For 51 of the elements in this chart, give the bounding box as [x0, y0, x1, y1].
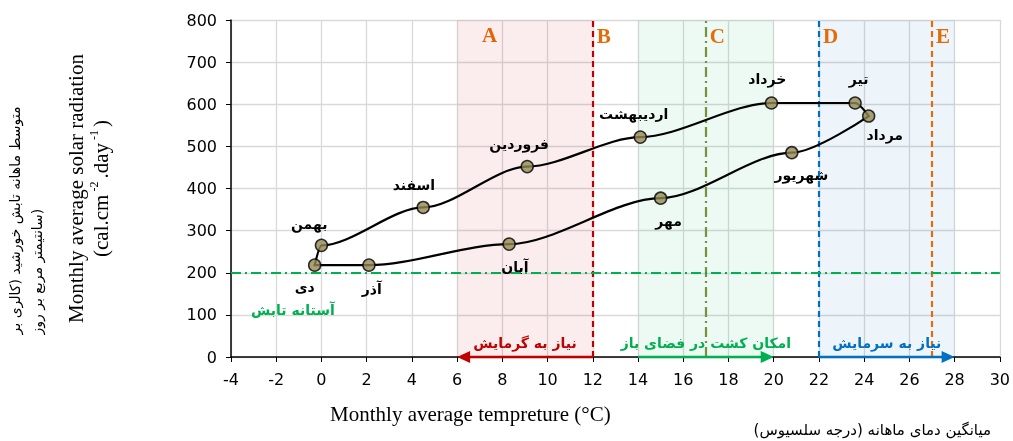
x-axis-title: Monthly average tempreture (°C)	[330, 401, 611, 426]
x-tick-label: 12	[582, 369, 603, 389]
annotation: مرداد	[866, 126, 903, 144]
x-tick-label: 30	[989, 369, 1010, 389]
x-tick-label: 10	[537, 369, 558, 389]
x-tick-label: 8	[497, 369, 508, 389]
annotation: شهریور	[773, 167, 829, 185]
annotation: اسفند	[392, 177, 436, 194]
ref-line-label: E	[935, 23, 950, 48]
band-label: نیاز به سرمایش	[832, 335, 942, 352]
annotation: خرداد	[748, 71, 787, 89]
y-tick-label: 400	[186, 179, 217, 198]
x-tick-label: -2	[268, 369, 285, 389]
y-tick-label: 500	[186, 136, 217, 156]
annotation: بهمن	[291, 216, 328, 234]
x-tick-label: 2	[361, 369, 372, 389]
band-label: امکان کشت در فضای باز	[619, 335, 792, 351]
y-tick-label: 100	[186, 305, 217, 325]
x-tick-label: 16	[673, 369, 694, 389]
annotation: تیر	[847, 71, 869, 89]
x-tick-label: 14	[627, 369, 649, 389]
annotation: آبان	[501, 258, 530, 276]
x-tick-label: 0	[316, 369, 327, 389]
x-tick-label: -4	[223, 369, 239, 389]
annotation: آذر	[360, 280, 383, 298]
y-tick-label: 800	[186, 10, 217, 30]
x-tick-label: 24	[853, 369, 875, 389]
x-tick-label: 18	[718, 369, 739, 389]
x-tick-label: 22	[808, 369, 830, 389]
y-tick-label: 600	[186, 94, 217, 114]
y-tick-label: 200	[186, 263, 217, 283]
y-tick-label: 0	[206, 347, 217, 367]
x-tick-label: 4	[406, 369, 417, 389]
text: متوسط ماهانه تابش خورشید (کالری بر سانتیمتر مربع بر روز)	[7, 106, 46, 336]
ref-line-label: آستانه تابش	[251, 300, 336, 318]
ref-line-label: C	[709, 23, 726, 48]
annotation: A	[482, 22, 498, 47]
x-tick-label: 6	[452, 369, 463, 389]
x-tick-label: 26	[899, 369, 920, 389]
band-label: نیاز به گرمایش	[473, 335, 577, 352]
annotation: اردیبهشت	[599, 105, 669, 123]
y-tick-label: 700	[186, 52, 217, 72]
ref-line-label: B	[596, 23, 611, 48]
annotation: فروردین	[489, 135, 550, 153]
text: میانگین دمای ماهانه (درجه سلسیوس)	[753, 420, 992, 439]
y-tick-label: 300	[186, 221, 217, 241]
annotation: دی	[294, 279, 315, 296]
ref-line-label: D	[822, 23, 839, 48]
annotation: مهر	[654, 213, 682, 231]
x-tick-label: 20	[763, 369, 784, 389]
x-tick-label: 28	[944, 369, 965, 389]
